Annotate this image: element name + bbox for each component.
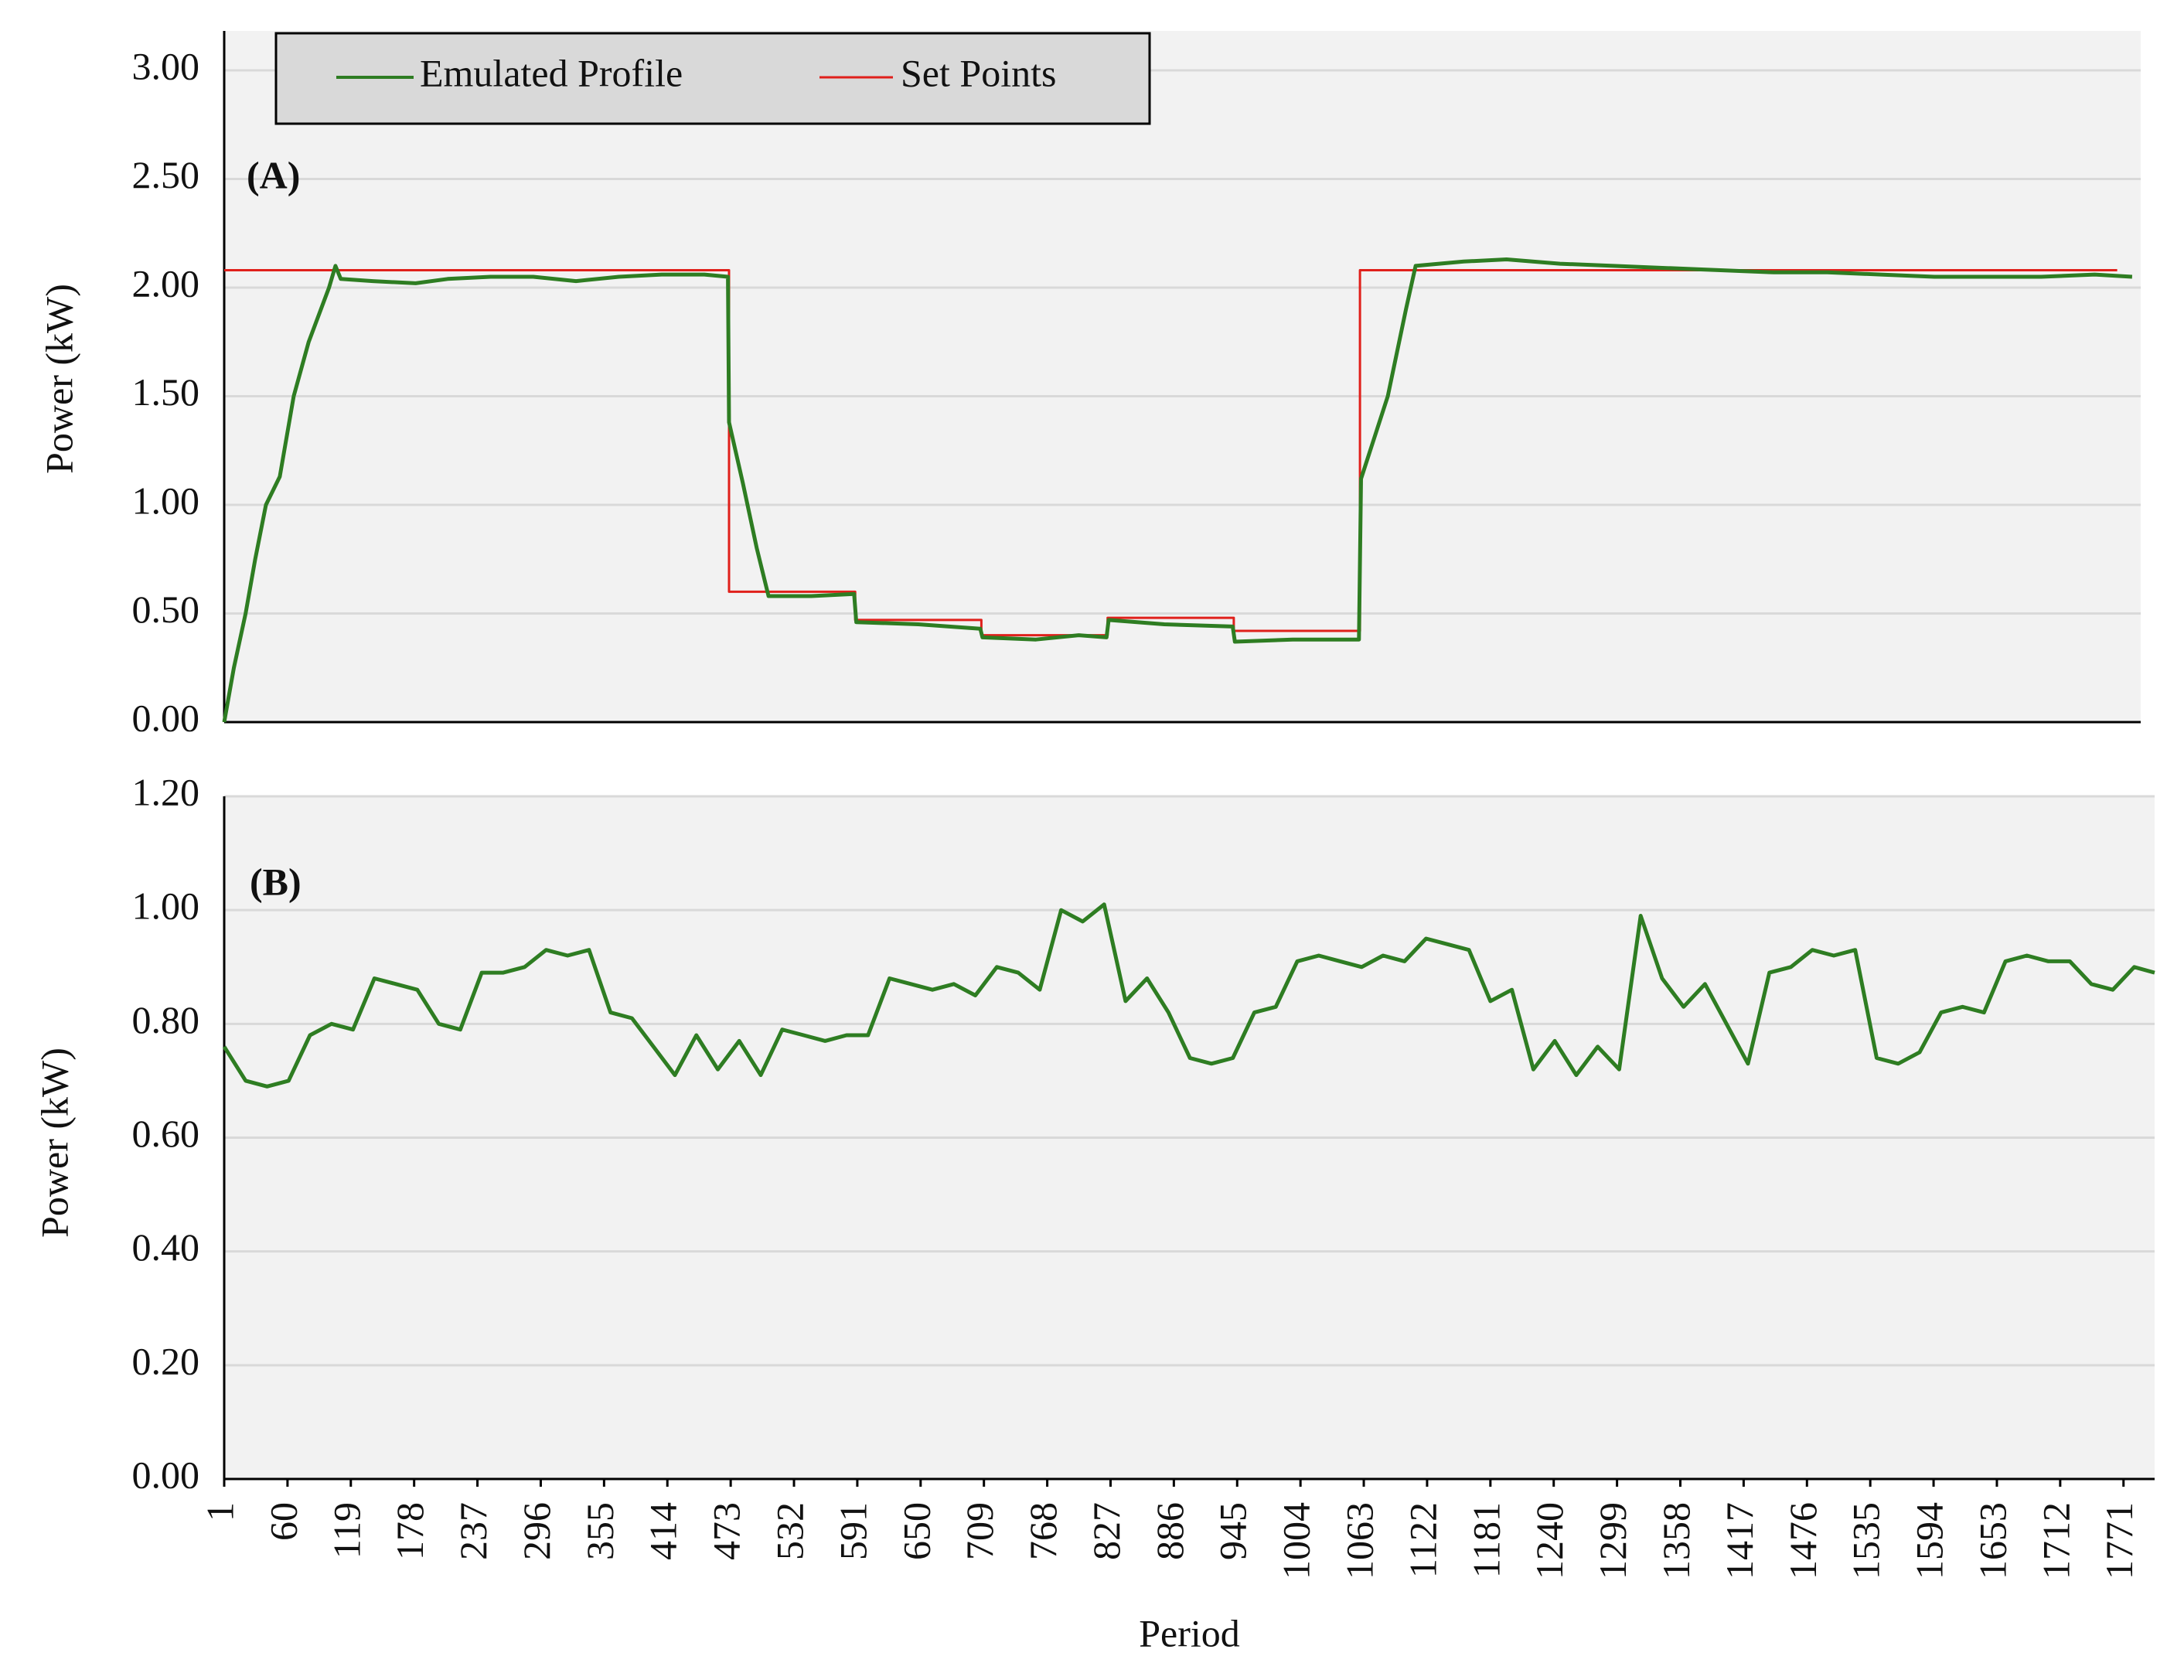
x-tick-label: 768 — [1021, 1502, 1065, 1560]
y-tick-label: 3.00 — [132, 44, 200, 87]
y-axis-label: Power (kW) — [37, 284, 80, 474]
x-tick-label: 709 — [958, 1502, 1001, 1560]
x-tick-label: 1122 — [1401, 1502, 1444, 1578]
x-tick-label: 119 — [325, 1502, 368, 1559]
data-line — [224, 269, 2118, 637]
x-tick-label: 1 — [198, 1502, 241, 1522]
y-tick-label: 0.20 — [132, 1339, 200, 1382]
x-tick-label: 1594 — [1908, 1502, 1951, 1579]
x-tick-label: 650 — [894, 1502, 938, 1560]
x-tick-label: 296 — [515, 1502, 558, 1560]
y-tick-label: 1.20 — [132, 770, 200, 813]
legend-label: Emulated Profile — [420, 51, 683, 94]
x-tick-label: 1358 — [1654, 1502, 1698, 1579]
y-tick-label: 2.00 — [132, 261, 200, 305]
x-tick-label: 60 — [261, 1502, 305, 1541]
x-tick-label: 1299 — [1591, 1502, 1634, 1579]
x-tick-label: 178 — [388, 1502, 431, 1560]
y-axis-label: Power (kW) — [32, 1048, 76, 1238]
x-tick-label: 414 — [642, 1502, 685, 1560]
x-tick-label: 1712 — [2034, 1502, 2077, 1579]
y-tick-label: 1.50 — [132, 370, 200, 414]
y-tick-label: 1.00 — [132, 884, 200, 928]
legend-label: Set Points — [901, 51, 1056, 94]
x-tick-label: 1476 — [1781, 1502, 1825, 1579]
x-tick-label: 1240 — [1528, 1502, 1571, 1579]
y-tick-label: 0.40 — [132, 1225, 200, 1269]
y-tick-label: 0.00 — [132, 696, 200, 739]
x-tick-label: 886 — [1148, 1502, 1191, 1560]
x-tick-label: 945 — [1211, 1502, 1255, 1560]
plot-background — [224, 31, 2141, 722]
panel-annotation: (B) — [250, 860, 302, 903]
x-axis-label: Period — [1139, 1611, 1240, 1654]
panel-annotation: (A) — [247, 153, 300, 196]
x-tick-label: 473 — [705, 1502, 748, 1560]
data-line — [222, 902, 2155, 1089]
y-tick-label: 1.00 — [132, 479, 200, 522]
legend-box — [274, 32, 1151, 125]
y-tick-label: 0.50 — [132, 588, 200, 631]
x-tick-label: 237 — [451, 1502, 495, 1560]
y-tick-label: 0.60 — [132, 1112, 200, 1155]
data-line — [222, 257, 2133, 723]
x-tick-label: 1004 — [1275, 1502, 1318, 1579]
x-tick-label: 532 — [768, 1502, 811, 1560]
y-tick-label: 0.80 — [132, 998, 200, 1041]
x-tick-label: 1417 — [1718, 1502, 1761, 1579]
x-tick-label: 355 — [578, 1502, 622, 1560]
x-tick-label: 591 — [831, 1502, 874, 1560]
x-tick-label: 1771 — [2097, 1502, 2141, 1579]
x-tick-label: 1653 — [1971, 1502, 2014, 1579]
x-tick-label: 1063 — [1338, 1502, 1382, 1579]
y-tick-label: 2.50 — [132, 153, 200, 196]
x-tick-label: 1181 — [1464, 1502, 1508, 1578]
x-tick-label: 827 — [1085, 1502, 1128, 1560]
y-tick-label: 0.00 — [132, 1453, 200, 1496]
x-tick-label: 1535 — [1845, 1502, 1888, 1579]
